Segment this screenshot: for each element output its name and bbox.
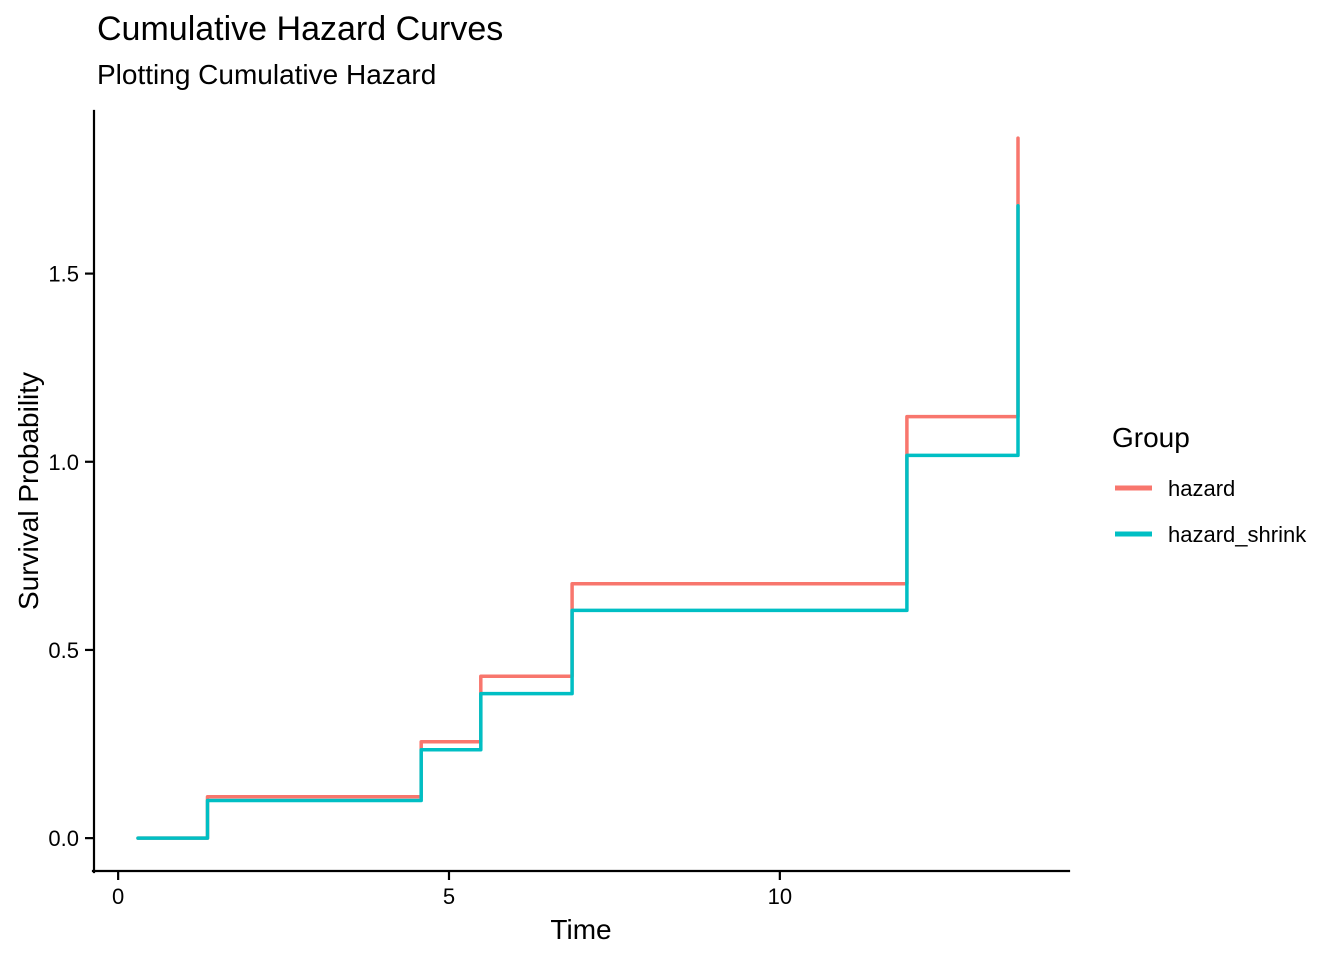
axes-group: 0 5 10 0.0 0.5 1.0 1.5: [48, 109, 1071, 909]
series-line-hazard_shrink: [136, 204, 1020, 840]
series-group: [136, 136, 1020, 840]
legend-label-hazard: hazard: [1168, 476, 1235, 501]
y-tick-label: 0.5: [48, 638, 79, 663]
legend-item-hazard_shrink: hazard_shrink: [1115, 522, 1307, 547]
y-tick-label: 1.5: [48, 262, 79, 287]
legend-title: Group: [1112, 422, 1190, 453]
y-tick-label: 0.0: [48, 826, 79, 851]
x-axis-ticks: 0 5 10: [112, 872, 792, 909]
x-tick-label: 0: [112, 884, 124, 909]
y-axis-title: Survival Probability: [13, 372, 44, 610]
chart-subtitle: Plotting Cumulative Hazard: [97, 59, 436, 90]
legend: Group hazard hazard_shrink: [1112, 422, 1307, 547]
y-axis-ticks: 0.0 0.5 1.0 1.5: [48, 262, 93, 851]
y-tick-label: 1.0: [48, 450, 79, 475]
x-tick-label: 10: [768, 884, 792, 909]
series-line-hazard: [136, 136, 1020, 840]
x-tick-label: 5: [443, 884, 455, 909]
x-axis-title: Time: [550, 914, 611, 945]
legend-label-hazard_shrink: hazard_shrink: [1168, 522, 1307, 547]
legend-item-hazard: hazard: [1115, 476, 1235, 501]
chart-title: Cumulative Hazard Curves: [97, 10, 503, 48]
legend-items: hazard hazard_shrink: [1115, 476, 1307, 547]
